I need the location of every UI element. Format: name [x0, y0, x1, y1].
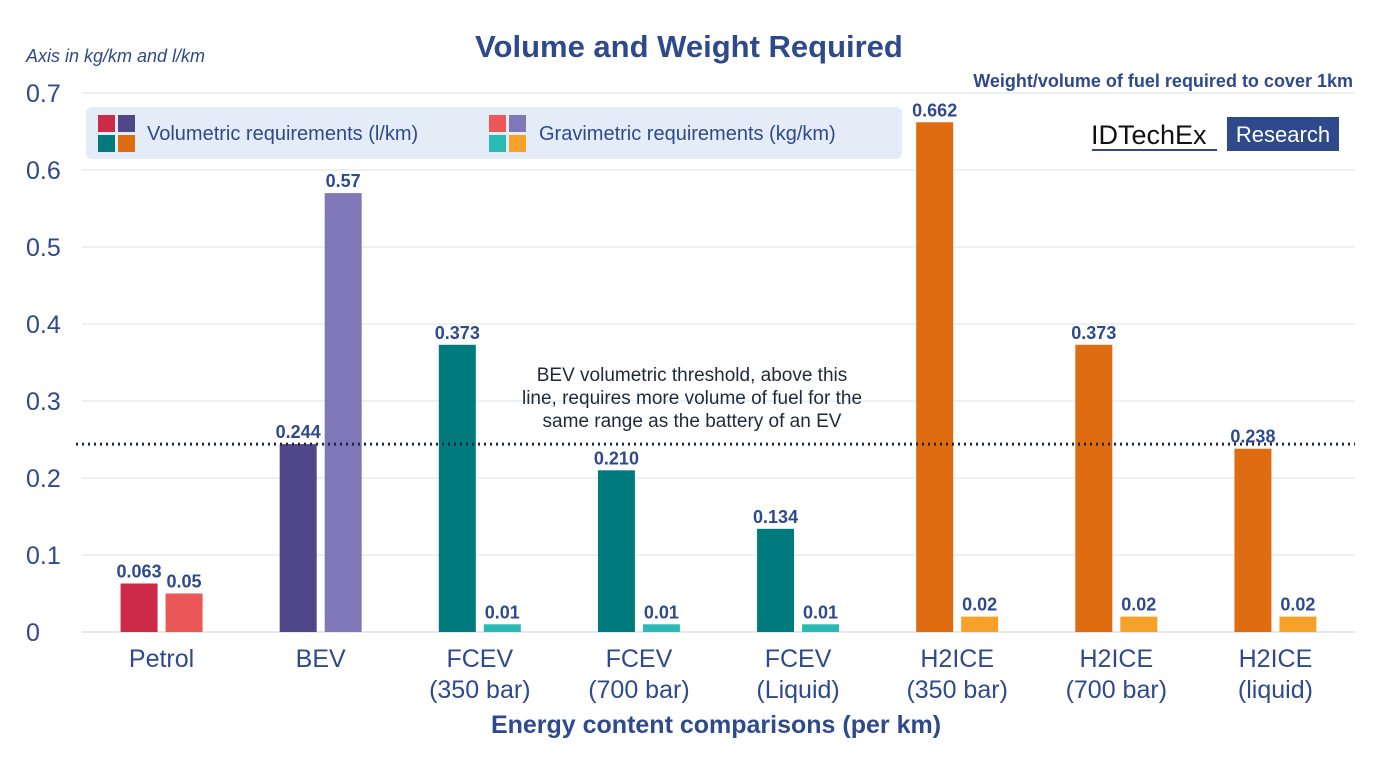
bar: [120, 583, 158, 632]
data-label: 0.373: [435, 323, 480, 343]
chart-subtitle: Weight/volume of fuel required to cover …: [973, 71, 1353, 91]
y-tick-label: 0.2: [26, 465, 61, 493]
logo-box: [1227, 117, 1339, 151]
data-label: 0.063: [117, 561, 162, 581]
x-tick-label: H2ICE (liquid): [1238, 645, 1313, 704]
idtechex-logo: IDTechEx Research: [1091, 117, 1339, 151]
data-label: 0.05: [167, 572, 202, 592]
bar: [165, 593, 203, 632]
x-tick-label: FCEV (700 bar): [588, 645, 689, 704]
swatch-square: [98, 135, 115, 152]
bar: [757, 528, 795, 632]
swatch-square: [118, 115, 135, 132]
swatch-square: [489, 135, 506, 152]
data-label: 0.02: [1121, 595, 1156, 615]
legend-background: [86, 107, 902, 159]
data-label: 0.57: [326, 171, 361, 191]
x-axis: Petrol BEV FCEV (350 bar) FCEV (700 bar) FCEV(…: [129, 645, 1313, 704]
bar: [483, 624, 521, 632]
data-label: 0.238: [1230, 427, 1275, 447]
y-tick-label: 0: [26, 619, 40, 647]
swatch-square: [509, 115, 526, 132]
bar: [1234, 448, 1272, 632]
bar: [802, 624, 840, 632]
swatch-square: [98, 115, 115, 132]
legend-label-volumetric: Volumetric requirements (l/km): [147, 123, 418, 145]
chart-title: Volume and Weight Required: [475, 29, 903, 64]
swatch-square: [509, 135, 526, 152]
y-tick-label: 0.7: [26, 80, 61, 108]
x-tick-label: FCEV (Liquid): [756, 645, 839, 704]
bar: [642, 624, 680, 632]
data-label: 0.210: [594, 448, 639, 468]
bar: [1120, 616, 1158, 632]
bar: [1279, 616, 1317, 632]
threshold: BEV volumetric threshold, above this line…: [76, 365, 1355, 446]
swatch-square: [489, 115, 506, 132]
x-tick-label: Petrol: [129, 645, 194, 673]
legend-label-gravimetric: Gravimetric requirements (kg/km): [539, 123, 836, 145]
legend: Volumetric requirements (l/km) Gravimetr…: [86, 107, 902, 159]
logo-text-idtechex: IDTechEx: [1091, 120, 1207, 150]
y-tick-label: 0.3: [26, 388, 61, 416]
bar: [1075, 344, 1113, 632]
bar: [324, 193, 362, 632]
y-tick-label: 0.5: [26, 234, 61, 262]
axis-note: Axis in kg/km and l/km: [25, 46, 205, 66]
x-tick-label: H2ICE (350 bar): [906, 645, 1007, 704]
data-label: 0.373: [1071, 323, 1116, 343]
legend-swatch-gravimetric: [489, 115, 526, 152]
legend-swatch-volumetric: [98, 115, 135, 152]
bar: [279, 444, 317, 632]
y-tick-label: 0.6: [26, 157, 61, 185]
data-label: 0.01: [803, 602, 838, 622]
data-label: 0.244: [276, 422, 321, 442]
data-label: 0.01: [485, 602, 520, 622]
logo-text-research: Research: [1236, 122, 1330, 147]
data-label: 0.02: [962, 595, 997, 615]
x-axis-label: Energy content comparisons (per km): [491, 711, 941, 739]
data-label: 0.134: [753, 507, 798, 527]
swatch-square: [118, 135, 135, 152]
y-axis: 0 0.1 0.2 0.3 0.4 0.5 0.6 0.7: [26, 80, 61, 647]
bar: [916, 122, 954, 632]
grid: [82, 92, 1355, 633]
bar: [597, 470, 635, 632]
data-label: 0.662: [912, 100, 957, 120]
x-tick-label: FCEV (350 bar): [429, 645, 530, 704]
x-tick-label: BEV: [296, 645, 346, 673]
x-tick-label: H2ICE (700 bar): [1066, 645, 1167, 704]
y-tick-label: 0.4: [26, 311, 61, 339]
bar: [438, 344, 476, 632]
threshold-annotation: BEV volumetric threshold, above this line…: [522, 365, 862, 432]
data-label: 0.02: [1280, 595, 1315, 615]
data-label: 0.01: [644, 602, 679, 622]
y-tick-label: 0.1: [26, 542, 61, 570]
bar: [961, 616, 999, 632]
